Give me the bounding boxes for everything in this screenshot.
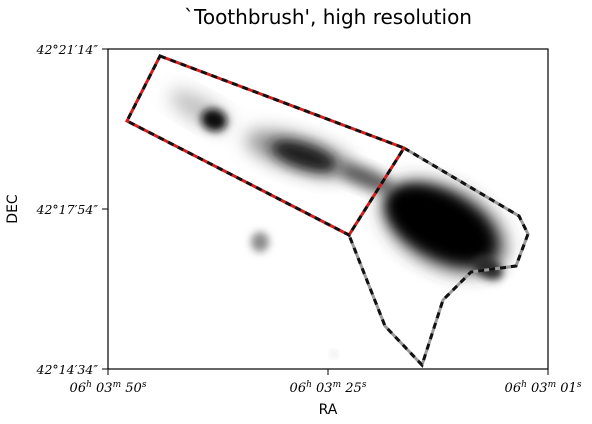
emission-head-tip [473,256,503,280]
x-axis: 06h 03m 50s 06h 03m 25s 06h 03m 01s RA [70,369,582,418]
region-tail-outline [124,54,407,237]
emission-faint-dot [331,351,337,357]
radio-image [169,90,505,357]
x-tick-label-2: 06h 03m 01s [505,380,582,396]
x-tick-label-0: 06h 03m 50s [70,380,147,396]
y-axis-label: DEC [5,194,21,224]
y-tick-label-0: 42°21′14″ [36,42,99,57]
emission-point-source [251,232,269,252]
emission-knot-mid [271,140,337,172]
emission-knot-west [201,108,227,132]
region-head-outline [347,146,530,368]
x-axis-label: RA [319,402,338,418]
emission-head-core [386,186,494,262]
x-tick-label-1: 06h 03m 25s [290,380,367,396]
y-tick-label-1: 42°17′54″ [36,202,99,217]
y-axis: 42°21′14″ 42°17′54″ 42°14′34″ DEC [5,42,108,377]
chart-title: `Toothbrush', high resolution [184,5,472,29]
y-tick-label-2: 42°14′34″ [36,362,99,377]
